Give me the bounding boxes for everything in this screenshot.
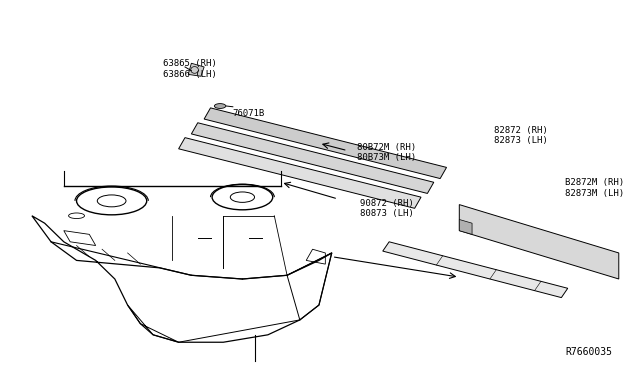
Polygon shape	[460, 205, 619, 279]
Polygon shape	[191, 123, 434, 193]
Text: B2872M (RH)
82873M (LH): B2872M (RH) 82873M (LH)	[564, 178, 623, 198]
Text: 76071B: 76071B	[233, 109, 265, 118]
Polygon shape	[204, 108, 447, 179]
Ellipse shape	[214, 104, 226, 109]
Polygon shape	[383, 242, 568, 298]
Polygon shape	[188, 63, 204, 76]
Polygon shape	[179, 138, 421, 208]
Text: 63865 (RH)
63866 (LH): 63865 (RH) 63866 (LH)	[163, 59, 216, 78]
Polygon shape	[460, 219, 472, 234]
Text: R7660035: R7660035	[565, 347, 612, 357]
Text: 80B72M (RH)
80B73M (LH): 80B72M (RH) 80B73M (LH)	[357, 143, 417, 162]
Text: 90872 (RH)
80873 (LH): 90872 (RH) 80873 (LH)	[360, 199, 414, 218]
Text: 82872 (RH)
82873 (LH): 82872 (RH) 82873 (LH)	[494, 126, 548, 145]
